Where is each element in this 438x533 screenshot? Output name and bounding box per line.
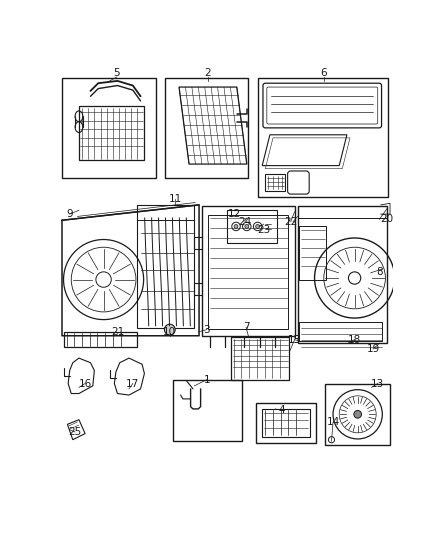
- Bar: [137, 205, 194, 328]
- Bar: [208, 215, 288, 329]
- Bar: [325, 384, 390, 445]
- Bar: [165, 78, 248, 178]
- Text: 5: 5: [113, 68, 120, 78]
- Text: 18: 18: [348, 335, 361, 345]
- Bar: [173, 379, 242, 441]
- Circle shape: [164, 324, 175, 335]
- Text: 20: 20: [380, 214, 393, 224]
- Text: 15: 15: [288, 335, 301, 345]
- Text: 7: 7: [243, 322, 249, 332]
- Bar: [299, 225, 326, 280]
- Text: 11: 11: [169, 193, 182, 204]
- Bar: [298, 206, 387, 343]
- Text: 16: 16: [78, 378, 92, 389]
- Circle shape: [256, 224, 259, 228]
- Text: 10: 10: [163, 327, 177, 337]
- Text: 25: 25: [68, 427, 82, 437]
- Bar: [256, 403, 316, 443]
- Text: 2: 2: [204, 68, 211, 78]
- Text: 24: 24: [238, 217, 251, 227]
- Bar: [64, 332, 137, 348]
- Circle shape: [245, 224, 249, 228]
- Bar: [258, 78, 388, 197]
- Bar: [262, 409, 310, 437]
- Bar: [227, 210, 277, 243]
- Circle shape: [234, 224, 238, 228]
- Circle shape: [96, 272, 111, 287]
- Text: 4: 4: [279, 406, 286, 415]
- Text: 8: 8: [376, 267, 382, 277]
- Text: 1: 1: [204, 375, 210, 385]
- Text: 23: 23: [257, 224, 270, 235]
- Text: 21: 21: [111, 327, 124, 337]
- Text: 9: 9: [67, 209, 73, 219]
- Bar: [202, 206, 294, 336]
- Circle shape: [349, 272, 361, 284]
- Bar: [265, 174, 285, 191]
- Text: 12: 12: [228, 209, 241, 219]
- Text: 6: 6: [321, 68, 327, 78]
- Bar: [62, 78, 156, 178]
- Circle shape: [354, 410, 361, 418]
- Bar: [137, 205, 194, 220]
- Text: 3: 3: [204, 325, 210, 335]
- Bar: [79, 106, 145, 160]
- Bar: [231, 337, 289, 379]
- Text: 22: 22: [284, 217, 297, 227]
- Bar: [299, 322, 382, 341]
- Text: 19: 19: [367, 344, 380, 354]
- Text: 13: 13: [371, 378, 384, 389]
- Text: 17: 17: [126, 378, 139, 389]
- Text: 15: 15: [288, 335, 301, 345]
- Text: 14: 14: [326, 417, 340, 427]
